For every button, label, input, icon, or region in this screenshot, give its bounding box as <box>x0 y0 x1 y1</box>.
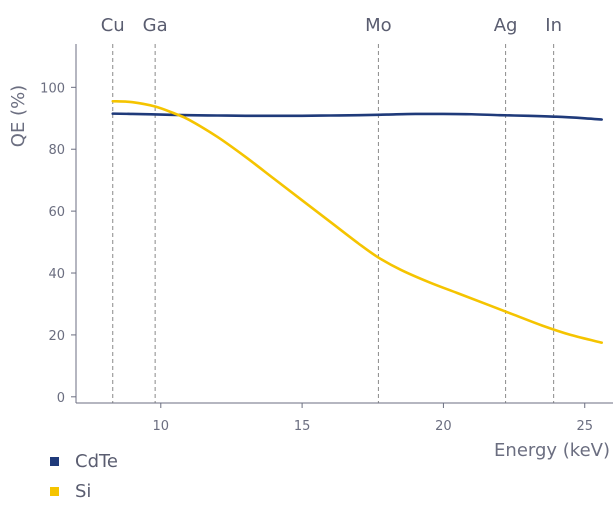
y-tick-label-0: 0 <box>57 391 65 406</box>
x-axis-title: Energy (keV) <box>494 440 610 461</box>
series-layer <box>111 99 603 344</box>
y-tick-label-80: 80 <box>48 143 65 158</box>
legend: CdTe Si <box>50 446 118 506</box>
edge-label-cu: Cu <box>101 15 125 36</box>
y-tick-label-40: 40 <box>48 267 65 282</box>
series-line-cdte <box>111 112 603 121</box>
axes: 0 20 40 60 80 100 10 15 20 25 <box>40 44 613 434</box>
x-tick-label-10: 10 <box>153 419 170 434</box>
absorption-edge-layer: Cu Ga Mo Ag In <box>101 15 562 403</box>
legend-swatch-si <box>50 486 59 496</box>
x-tick-label-15: 15 <box>294 419 311 434</box>
edge-label-in: In <box>545 15 562 36</box>
legend-label-si: Si <box>75 480 92 502</box>
y-axis-title: QE (%) <box>8 85 29 147</box>
legend-label-cdte: CdTe <box>75 450 119 472</box>
y-tick-label-60: 60 <box>48 205 65 220</box>
y-tick-label-20: 20 <box>48 329 65 344</box>
edge-label-ag: Ag <box>494 15 518 36</box>
x-tick-label-25: 25 <box>576 419 593 434</box>
legend-swatch-cdte <box>50 456 59 466</box>
x-tick-label-20: 20 <box>435 419 452 434</box>
y-tick-label-100: 100 <box>40 81 65 96</box>
edge-label-ga: Ga <box>143 15 168 36</box>
edge-label-mo: Mo <box>365 15 392 36</box>
series-line-si <box>111 99 603 344</box>
legend-item-cdte[interactable]: CdTe <box>50 446 118 476</box>
legend-item-si[interactable]: Si <box>50 476 118 506</box>
